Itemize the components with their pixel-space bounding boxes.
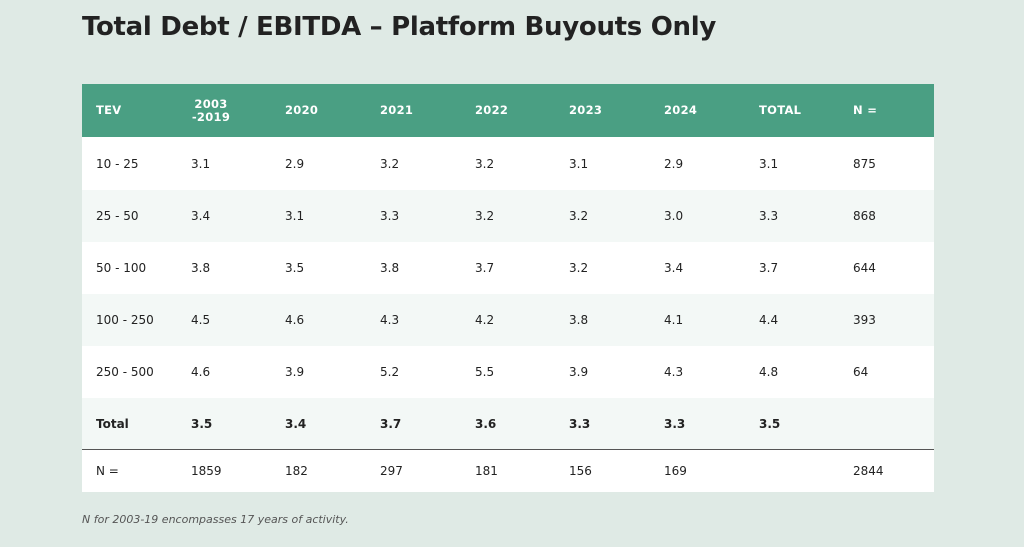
table-cell: 100 - 250 — [82, 294, 177, 346]
table-row: 250 - 500 4.6 3.9 5.2 5.5 3.9 4.3 4.8 64 — [82, 346, 934, 398]
column-header-tev: TEV — [82, 84, 177, 137]
table-cell: 2.9 — [271, 137, 366, 190]
n-cell — [745, 449, 839, 492]
n-cell: 169 — [650, 449, 745, 492]
column-header-2024: 2024 — [650, 84, 745, 137]
table-cell: 2.9 — [650, 137, 745, 190]
table-cell: 644 — [839, 242, 934, 294]
table-cell: 3.9 — [271, 346, 366, 398]
table-cell: 3.4 — [650, 242, 745, 294]
total-cell: 3.6 — [461, 398, 555, 450]
table-cell: 3.0 — [650, 190, 745, 242]
table-row: 10 - 25 3.1 2.9 3.2 3.2 3.1 2.9 3.1 875 — [82, 137, 934, 190]
total-cell: 3.7 — [366, 398, 461, 450]
table-cell: 4.2 — [461, 294, 555, 346]
table-cell: 25 - 50 — [82, 190, 177, 242]
debt-ebitda-table: TEV 2003 -2019 2020 2021 2022 2023 2024 … — [82, 84, 934, 492]
total-cell — [839, 398, 934, 450]
table-cell: 4.4 — [745, 294, 839, 346]
footnote: N for 2003-19 encompasses 17 years of ac… — [82, 513, 349, 526]
table-cell: 10 - 25 — [82, 137, 177, 190]
table-cell: 3.3 — [366, 190, 461, 242]
table-cell: 3.5 — [271, 242, 366, 294]
n-count-row: N = 1859 182 297 181 156 169 2844 — [82, 449, 934, 492]
page-title: Total Debt / EBITDA – Platform Buyouts O… — [82, 12, 716, 42]
n-cell: 182 — [271, 449, 366, 492]
table-cell: 3.2 — [366, 137, 461, 190]
column-header-2022: 2022 — [461, 84, 555, 137]
table-cell: 3.1 — [177, 137, 271, 190]
table-cell: 5.5 — [461, 346, 555, 398]
total-cell: 3.3 — [650, 398, 745, 450]
table-cell: 3.8 — [177, 242, 271, 294]
column-header-2021: 2021 — [366, 84, 461, 137]
column-header-2020: 2020 — [271, 84, 366, 137]
total-cell: 3.4 — [271, 398, 366, 450]
n-cell: 181 — [461, 449, 555, 492]
total-cell: 3.3 — [555, 398, 650, 450]
table-cell: 50 - 100 — [82, 242, 177, 294]
table-cell: 5.2 — [366, 346, 461, 398]
column-header-n: N = — [839, 84, 934, 137]
table-cell: 3.9 — [555, 346, 650, 398]
total-cell: 3.5 — [745, 398, 839, 450]
table-cell: 4.5 — [177, 294, 271, 346]
table-cell: 3.1 — [555, 137, 650, 190]
table-cell: 393 — [839, 294, 934, 346]
table-cell: 875 — [839, 137, 934, 190]
table-cell: 3.3 — [745, 190, 839, 242]
table-cell: 3.8 — [366, 242, 461, 294]
table-row: 50 - 100 3.8 3.5 3.8 3.7 3.2 3.4 3.7 644 — [82, 242, 934, 294]
column-header-total: TOTAL — [745, 84, 839, 137]
table-cell: 4.3 — [366, 294, 461, 346]
table-cell: 3.1 — [271, 190, 366, 242]
table-cell: 4.6 — [177, 346, 271, 398]
table-cell: 4.6 — [271, 294, 366, 346]
column-header-2003-line1: 2003 — [194, 96, 228, 111]
table-cell: 3.2 — [461, 137, 555, 190]
table-cell: 3.4 — [177, 190, 271, 242]
table-cell: 3.7 — [745, 242, 839, 294]
table-header-row: TEV 2003 -2019 2020 2021 2022 2023 2024 … — [82, 84, 934, 137]
table-cell: 250 - 500 — [82, 346, 177, 398]
n-cell: 2844 — [839, 449, 934, 492]
n-cell: 156 — [555, 449, 650, 492]
total-cell: 3.5 — [177, 398, 271, 450]
total-row: Total 3.5 3.4 3.7 3.6 3.3 3.3 3.5 — [82, 398, 934, 450]
table-cell: 3.7 — [461, 242, 555, 294]
table-cell: 3.8 — [555, 294, 650, 346]
n-cell: 297 — [366, 449, 461, 492]
table-cell: 3.2 — [555, 242, 650, 294]
table-cell: 3.2 — [461, 190, 555, 242]
table-row: 100 - 250 4.5 4.6 4.3 4.2 3.8 4.1 4.4 39… — [82, 294, 934, 346]
n-cell: 1859 — [177, 449, 271, 492]
table-cell: 4.1 — [650, 294, 745, 346]
total-cell: Total — [82, 398, 177, 450]
debt-ebitda-table-container: TEV 2003 -2019 2020 2021 2022 2023 2024 … — [82, 84, 934, 492]
table-cell: 868 — [839, 190, 934, 242]
column-header-2003-2019: 2003 -2019 — [177, 84, 271, 137]
table-cell: 4.8 — [745, 346, 839, 398]
table-cell: 3.2 — [555, 190, 650, 242]
column-header-2003-line2: -2019 — [191, 109, 231, 124]
table-cell: 4.3 — [650, 346, 745, 398]
table-cell: 3.1 — [745, 137, 839, 190]
column-header-2023: 2023 — [555, 84, 650, 137]
table-row: 25 - 50 3.4 3.1 3.3 3.2 3.2 3.0 3.3 868 — [82, 190, 934, 242]
n-cell: N = — [82, 449, 177, 492]
table-cell: 64 — [839, 346, 934, 398]
